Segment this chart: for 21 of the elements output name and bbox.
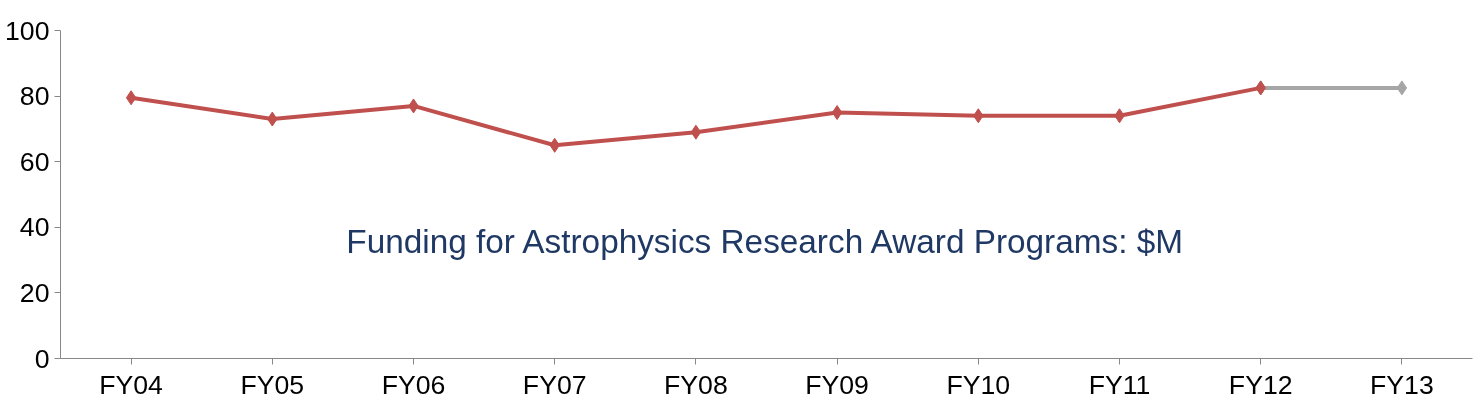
point bbox=[125, 90, 137, 106]
point bbox=[831, 105, 843, 120]
x-tick-label: FY09 bbox=[805, 369, 869, 400]
y-tick-label: 60 bbox=[19, 146, 50, 177]
x-tick-label: FY12 bbox=[1228, 369, 1293, 400]
x-tick-label: FY11 bbox=[1088, 369, 1151, 400]
x-tick-label: FY04 bbox=[99, 369, 164, 400]
x-tick-label: FY08 bbox=[664, 369, 728, 400]
x-tick-label: FY06 bbox=[381, 369, 446, 400]
x-tick-label: FY13 bbox=[1370, 369, 1434, 400]
y-tick-label: 40 bbox=[19, 212, 50, 243]
point bbox=[1396, 80, 1408, 96]
point bbox=[690, 124, 702, 140]
y-tick-label: 0 bbox=[34, 343, 50, 374]
x-tick-label: FY10 bbox=[946, 369, 1011, 400]
y-tick-label: 100 bbox=[5, 15, 50, 46]
y-tick-label: 20 bbox=[19, 277, 50, 308]
x-tick-label: FY07 bbox=[522, 369, 587, 400]
text: Funding for Astrophysics Research Award Programs: $M bbox=[346, 223, 1183, 261]
y-tick-label: 80 bbox=[19, 81, 50, 112]
x-tick-label: FY05 bbox=[240, 369, 305, 400]
